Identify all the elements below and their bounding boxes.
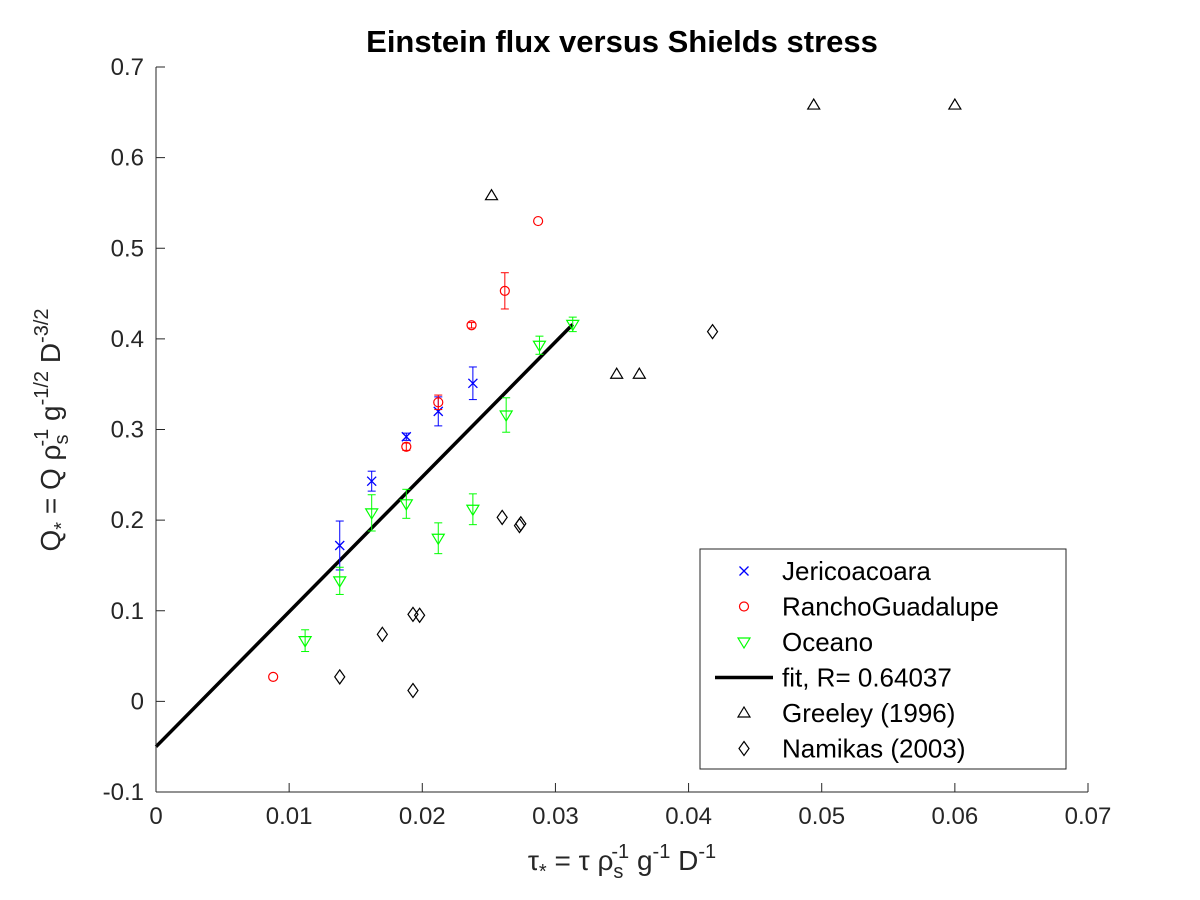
data-point-oceano bbox=[431, 533, 446, 546]
axis-label-part: D bbox=[670, 845, 698, 876]
axis-label-part: = τ ρ bbox=[547, 845, 614, 876]
x-tick-label: 0.05 bbox=[798, 803, 845, 830]
axis-label-part: * bbox=[539, 861, 547, 883]
x-tick-label: 0.04 bbox=[665, 803, 712, 830]
legend: Jericoacoara RanchoGuadalupe Oceano fit, R=… bbox=[699, 548, 1067, 770]
chart-title: Einstein flux versus Shields stress bbox=[366, 24, 878, 59]
axis-label-part: g bbox=[35, 405, 66, 428]
x-tick-label: 0.07 bbox=[1065, 803, 1112, 830]
x-tick-label: 0.03 bbox=[532, 803, 579, 830]
data-point-oceano bbox=[298, 636, 313, 648]
data-point-greeley-1996 bbox=[609, 367, 624, 379]
axis-label-part: -1/2 bbox=[31, 371, 53, 405]
legend-label: fit, R= 0.64037 bbox=[782, 663, 952, 693]
axis-label-part: D bbox=[35, 343, 66, 371]
data-point-namikas-2003 bbox=[413, 607, 426, 624]
legend-label: Oceano bbox=[782, 627, 873, 657]
data-point-oceano bbox=[565, 319, 580, 332]
data-point-jericoacoara bbox=[334, 540, 345, 551]
data-point-namikas-2003 bbox=[515, 515, 527, 532]
y-axis-label: Q* = Q ρs-1 g-1/2 D-3/2 bbox=[31, 308, 73, 551]
legend-marker-namikas-2003 bbox=[738, 740, 750, 757]
axis-label-part: -3/2 bbox=[31, 308, 53, 342]
data-point-greeley-1996 bbox=[632, 367, 647, 379]
legend-marker-ranchoguadalupe bbox=[738, 601, 750, 612]
axis-label-part: τ bbox=[528, 845, 539, 876]
data-point-greeley-1996 bbox=[484, 188, 499, 201]
axis-label-part: g bbox=[629, 845, 652, 876]
data-point-ranchoguadalupe bbox=[433, 397, 444, 408]
data-point-oceano bbox=[364, 508, 379, 521]
x-tick-label: 0.01 bbox=[266, 803, 313, 830]
data-point-jericoacoara bbox=[366, 476, 377, 487]
y-tick-label: 0.6 bbox=[111, 145, 144, 172]
axis-label-part: * bbox=[51, 522, 73, 530]
x-tick-label: 0.02 bbox=[399, 803, 446, 830]
data-point-namikas-2003 bbox=[706, 323, 719, 340]
legend-label: RanchoGuadalupe bbox=[782, 592, 999, 622]
y-tick-label: 0.2 bbox=[111, 507, 144, 534]
data-point-ranchoguadalupe bbox=[466, 320, 477, 331]
axis-label-part: -1 bbox=[698, 841, 716, 863]
legend-marker-oceano bbox=[736, 637, 752, 650]
legend-label: Jericoacoara bbox=[782, 556, 931, 586]
legend-marker-jericoacoara bbox=[739, 566, 749, 576]
data-point-jericoacoara bbox=[433, 406, 444, 417]
legend-label: Namikas (2003) bbox=[782, 734, 966, 764]
data-point-namikas-2003 bbox=[496, 509, 508, 526]
data-point-ranchoguadalupe bbox=[499, 285, 510, 296]
y-tick-label: 0.5 bbox=[111, 235, 144, 262]
legend-label: Greeley (1996) bbox=[782, 698, 955, 728]
axis-label-part: -1 bbox=[31, 429, 53, 447]
x-tick-label: 0 bbox=[149, 803, 162, 830]
data-point-oceano bbox=[532, 340, 547, 353]
x-tick-label: 0.06 bbox=[931, 803, 978, 830]
data-point-ranchoguadalupe bbox=[401, 441, 412, 452]
data-point-namikas-2003 bbox=[333, 668, 346, 685]
data-point-ranchoguadalupe bbox=[533, 215, 544, 227]
axis-label-part: s bbox=[51, 435, 73, 445]
legend-box bbox=[699, 548, 1067, 770]
y-tick-label: 0.1 bbox=[111, 598, 144, 625]
axes: 0 0.01 0.02 0.03 0.04 0.05 0.06 0.07-0.100.10.2… bbox=[103, 54, 1112, 830]
x-axis-label: τ* = τ ρs-1 g-1 D-1 bbox=[528, 841, 716, 883]
y-tick-label: 0.7 bbox=[111, 54, 144, 81]
axis-label-part: -1 bbox=[653, 841, 671, 863]
plot-area bbox=[154, 97, 962, 748]
y-tick-label: -0.1 bbox=[103, 779, 144, 806]
data-point-oceano bbox=[499, 410, 514, 423]
data-point-namikas-2003 bbox=[376, 626, 389, 643]
legend-marker-greeley-1996 bbox=[736, 705, 752, 718]
axis-label-part: -1 bbox=[611, 841, 629, 863]
data-point-namikas-2003 bbox=[407, 682, 419, 699]
data-point-greeley-1996 bbox=[947, 97, 962, 110]
y-tick-label: 0.3 bbox=[111, 417, 144, 444]
y-tick-label: 0.4 bbox=[111, 326, 144, 353]
data-point-oceano bbox=[332, 576, 347, 589]
axis-label-part: = Q ρ bbox=[35, 445, 66, 522]
fit-line bbox=[154, 323, 574, 748]
axis-label-part: Q bbox=[35, 530, 66, 552]
data-point-jericoacoara bbox=[467, 378, 478, 389]
data-point-greeley-1996 bbox=[806, 97, 821, 110]
data-point-jericoacoara bbox=[401, 431, 412, 442]
axis-label-part: s bbox=[613, 861, 623, 883]
data-point-ranchoguadalupe bbox=[268, 671, 279, 683]
data-point-oceano bbox=[465, 504, 480, 517]
y-tick-label: 0 bbox=[131, 688, 144, 715]
data-point-oceano bbox=[399, 499, 414, 511]
